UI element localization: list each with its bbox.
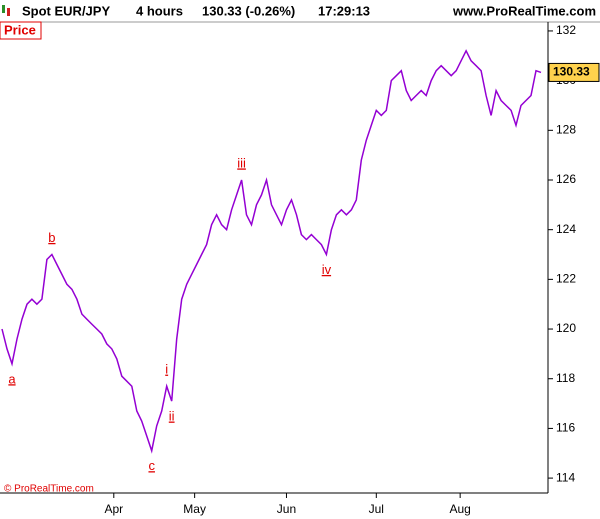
y-tick-label: 122 [556, 272, 576, 286]
wave-label: i [165, 362, 168, 377]
y-tick-label: 116 [556, 421, 575, 435]
icon [7, 8, 10, 16]
y-tick-label: 124 [556, 222, 576, 236]
y-tick-label: 126 [556, 172, 576, 186]
wave-label: c [148, 458, 155, 473]
symbol: Spot EUR/JPY [22, 3, 110, 18]
site: www.ProRealTime.com [452, 3, 596, 18]
wave-label: iv [322, 262, 332, 277]
period: 4 hours [136, 3, 183, 18]
chart-title: Price [4, 22, 36, 37]
wave-label: ii [169, 409, 175, 424]
x-tick-label: May [183, 502, 206, 516]
y-tick-label: 132 [556, 23, 576, 37]
y-tick-label: 120 [556, 321, 576, 335]
wave-label: iii [237, 155, 246, 170]
x-tick-label: Apr [104, 502, 123, 516]
wave-label: a [8, 371, 16, 386]
x-tick-label: Aug [449, 502, 470, 516]
time: 17:29:13 [318, 3, 370, 18]
wave-label: b [48, 230, 55, 245]
copyright: © ProRealTime.com [4, 484, 94, 495]
y-tick-label: 128 [556, 122, 576, 136]
last-price-box [548, 62, 600, 82]
quote: 130.33 (-0.26%) [202, 3, 295, 18]
x-tick-label: Jul [369, 502, 384, 516]
x-tick-label: Jun [277, 502, 296, 516]
last-price-label: 130.33 [553, 65, 590, 79]
y-tick-label: 118 [556, 371, 575, 385]
title-box [0, 21, 42, 40]
price-line [1, 49, 542, 454]
y-tick-label: 114 [556, 470, 575, 484]
icon [2, 5, 5, 13]
